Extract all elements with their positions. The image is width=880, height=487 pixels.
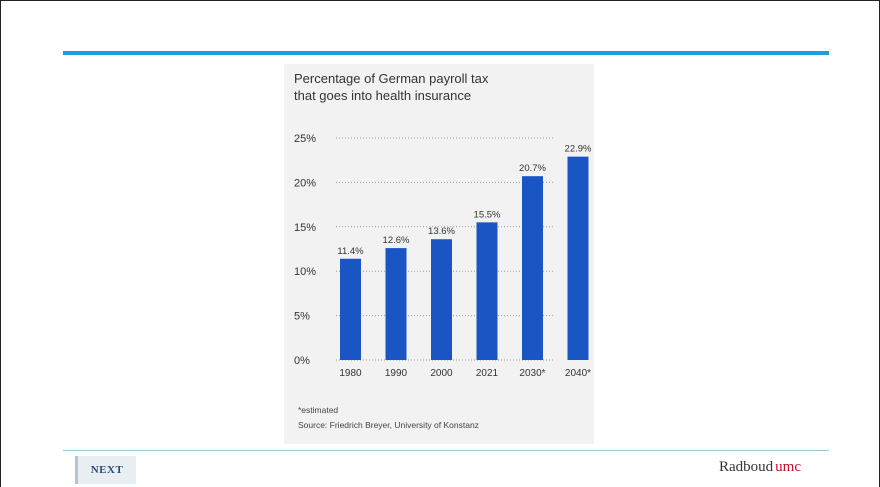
chart-title: Percentage of German payroll tax that go…	[294, 70, 584, 104]
x-tick-label: 2021	[476, 368, 499, 379]
y-tick-label: 15%	[294, 222, 316, 234]
bar	[567, 156, 589, 360]
y-tick-label: 5%	[294, 311, 310, 323]
bar	[340, 258, 361, 360]
chart-title-line-2: that goes into health insurance	[294, 88, 472, 103]
x-tick-label: 2000	[430, 368, 453, 379]
bar-value-label: 20.7%	[519, 163, 546, 174]
bar-value-label: 15.5%	[474, 209, 501, 220]
chart-footnote: *estimated	[298, 405, 339, 415]
x-tick-label: 2040*	[565, 368, 591, 379]
bar-value-label: 22.9%	[565, 144, 592, 155]
chart-figure: Percentage of German payroll tax that go…	[284, 64, 594, 444]
label-layer: 0% 5% 10% 15% 20% 25% 11.4% 1980 12.6% 1990 13.6% 2…	[294, 133, 592, 379]
brand-name-suffix: umc	[775, 459, 801, 475]
footer-logo: NEXT	[75, 456, 136, 484]
top-accent-rule	[63, 51, 829, 55]
bar	[431, 239, 452, 360]
bar-layer	[340, 156, 589, 360]
brand-logo: Radboud umc	[719, 459, 801, 476]
x-tick-label: 1990	[385, 368, 408, 379]
bar	[476, 222, 498, 360]
y-tick-label: 10%	[294, 266, 316, 278]
chart-source: Source: Friedrich Breyer, University of …	[298, 420, 479, 430]
bar	[522, 176, 543, 360]
y-tick-label: 25%	[294, 133, 316, 145]
bar-value-label: 11.4%	[337, 246, 364, 257]
brand-name-main: Radboud	[719, 459, 774, 475]
bar-value-label: 13.6%	[428, 226, 455, 237]
bar-chart: 0% 5% 10% 15% 20% 25% 11.4% 1980 12.6% 1990 13.6% 2…	[294, 133, 592, 379]
x-tick-label: 1980	[339, 368, 362, 379]
x-tick-label: 2030*	[519, 368, 545, 379]
footer-rule	[63, 450, 829, 451]
bar-value-label: 12.6%	[383, 235, 410, 246]
chart-title-line-1: Percentage of German payroll tax	[294, 71, 489, 86]
y-tick-label: 20%	[294, 177, 316, 189]
y-tick-label: 0%	[294, 355, 310, 367]
bar	[385, 248, 407, 360]
